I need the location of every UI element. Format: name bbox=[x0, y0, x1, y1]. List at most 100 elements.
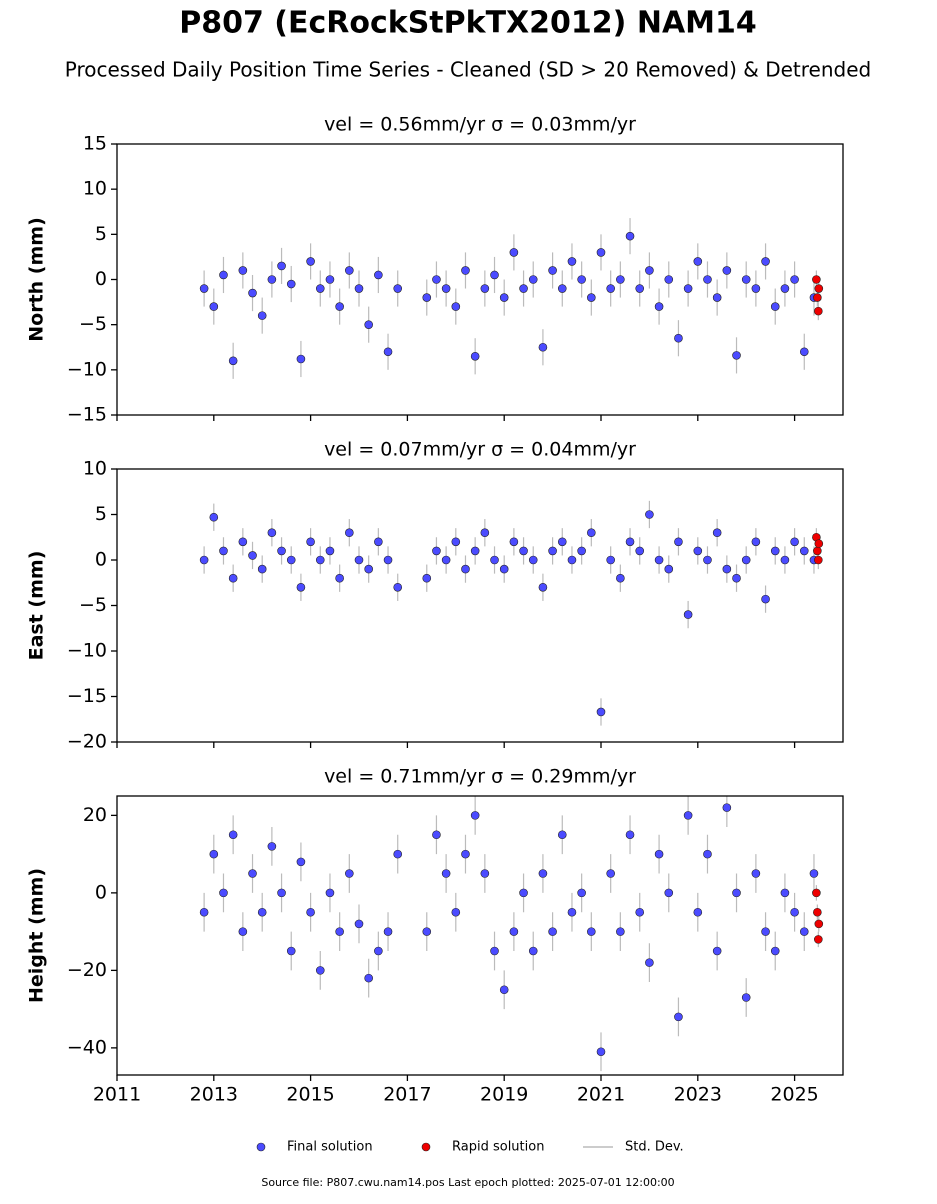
axes-frame bbox=[116, 143, 844, 416]
point bbox=[345, 869, 354, 878]
point bbox=[722, 564, 732, 574]
point bbox=[277, 888, 286, 898]
point bbox=[345, 266, 354, 275]
point bbox=[441, 869, 451, 878]
point bbox=[228, 573, 238, 583]
point bbox=[616, 275, 625, 284]
point bbox=[228, 830, 238, 840]
point bbox=[732, 888, 741, 898]
point bbox=[814, 919, 824, 929]
point bbox=[354, 919, 364, 929]
point bbox=[625, 830, 635, 840]
legend-label: Final solution bbox=[287, 1140, 373, 1155]
point bbox=[490, 946, 499, 956]
legend-marker bbox=[421, 1142, 431, 1152]
point bbox=[625, 231, 635, 241]
point bbox=[393, 582, 403, 592]
y-tick-label: 20 bbox=[83, 804, 107, 826]
point bbox=[306, 257, 315, 266]
point bbox=[257, 564, 267, 574]
point bbox=[664, 564, 674, 574]
point bbox=[286, 279, 296, 289]
point bbox=[490, 270, 499, 280]
y-tick-label: −5 bbox=[79, 594, 107, 616]
axes-frame bbox=[116, 468, 844, 743]
point bbox=[548, 266, 557, 275]
x-tick-label: 2017 bbox=[383, 1084, 431, 1106]
point bbox=[683, 811, 693, 820]
point bbox=[248, 288, 257, 298]
x-tick-label: 2021 bbox=[577, 1084, 625, 1106]
y-tick-label: −40 bbox=[67, 1036, 107, 1058]
point bbox=[286, 946, 296, 956]
point bbox=[451, 537, 461, 547]
point bbox=[480, 284, 490, 293]
point bbox=[780, 888, 790, 898]
point bbox=[374, 270, 383, 280]
point bbox=[238, 927, 248, 936]
point bbox=[741, 993, 751, 1002]
point bbox=[703, 275, 712, 284]
point bbox=[335, 302, 344, 311]
point bbox=[480, 528, 490, 538]
point bbox=[635, 284, 645, 293]
point bbox=[587, 927, 596, 936]
y-tick-label: −10 bbox=[67, 358, 107, 380]
y-tick-label: 0 bbox=[95, 268, 107, 290]
point bbox=[306, 537, 315, 547]
point bbox=[577, 546, 586, 556]
point bbox=[296, 857, 306, 867]
point bbox=[761, 927, 770, 936]
point bbox=[790, 275, 799, 284]
point bbox=[228, 356, 238, 366]
point bbox=[625, 537, 635, 547]
point bbox=[654, 302, 664, 311]
point bbox=[364, 320, 373, 329]
point bbox=[325, 888, 335, 898]
y-tick-label: −20 bbox=[67, 731, 107, 753]
point bbox=[383, 555, 393, 565]
footer: Source file: P807.cwu.nam14.pos Last epo… bbox=[261, 1176, 674, 1189]
point bbox=[461, 564, 470, 574]
point bbox=[528, 275, 538, 284]
point bbox=[257, 907, 267, 917]
point bbox=[393, 284, 403, 293]
point bbox=[813, 293, 822, 302]
point bbox=[354, 284, 364, 293]
point bbox=[712, 528, 722, 538]
x-tick-label: 2019 bbox=[480, 1084, 528, 1106]
figure-title: P807 (EcRockStPkTX2012) NAM14 bbox=[179, 6, 757, 41]
point bbox=[461, 266, 470, 275]
point bbox=[770, 302, 780, 311]
x-tick-label: 2025 bbox=[770, 1084, 818, 1106]
point bbox=[219, 888, 228, 898]
point bbox=[499, 985, 509, 995]
point bbox=[814, 284, 824, 293]
point bbox=[441, 555, 451, 565]
point bbox=[587, 293, 596, 302]
point bbox=[814, 555, 823, 565]
point bbox=[248, 551, 257, 560]
y-tick-label: −5 bbox=[79, 313, 107, 335]
point bbox=[528, 555, 538, 565]
point bbox=[645, 510, 654, 519]
point bbox=[499, 564, 509, 574]
point bbox=[780, 284, 790, 293]
point bbox=[813, 546, 822, 556]
point bbox=[199, 284, 209, 293]
plot-area bbox=[199, 796, 824, 1072]
plot-area bbox=[199, 218, 824, 379]
point bbox=[470, 351, 480, 361]
point bbox=[693, 257, 703, 266]
point bbox=[557, 830, 567, 840]
point bbox=[664, 275, 674, 284]
point bbox=[267, 842, 277, 851]
point bbox=[461, 849, 470, 859]
point bbox=[790, 537, 799, 547]
point bbox=[683, 610, 693, 619]
point bbox=[635, 546, 645, 556]
point bbox=[567, 257, 577, 266]
point bbox=[432, 275, 441, 284]
point bbox=[703, 555, 712, 565]
point bbox=[616, 573, 625, 583]
